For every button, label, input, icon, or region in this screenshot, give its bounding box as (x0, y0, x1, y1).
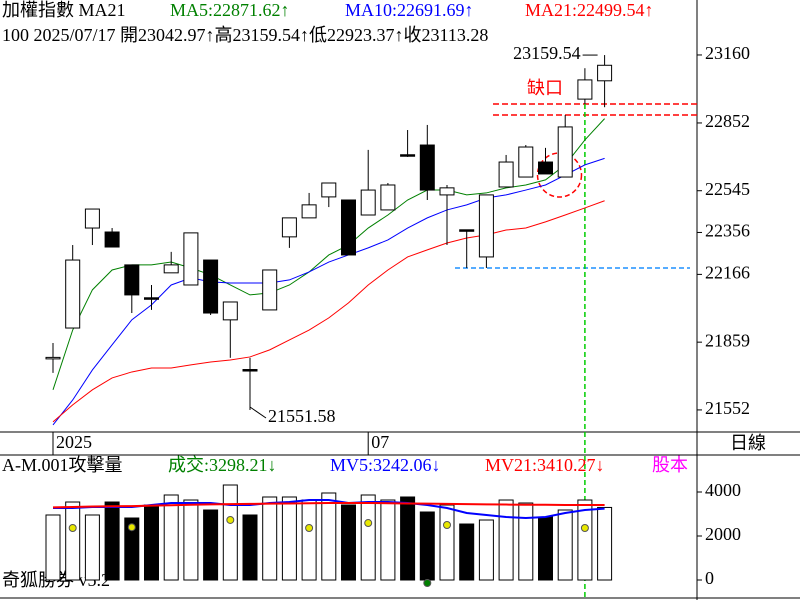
signal-dot (226, 515, 235, 524)
signal-dot (580, 523, 589, 532)
ma-line (52, 157, 605, 426)
candle-body (144, 297, 159, 300)
candle-body (163, 264, 179, 274)
candle-body (301, 204, 317, 219)
volume-bar (65, 501, 81, 581)
candle-body (124, 264, 140, 296)
volume-bar (518, 502, 534, 581)
candle-body (518, 146, 534, 178)
volume-bar (84, 514, 100, 581)
candle-body (65, 259, 81, 329)
ma-line (52, 200, 605, 423)
candle-body (498, 161, 514, 188)
volume-bar (262, 496, 278, 581)
candle-body (262, 269, 278, 311)
legend-entry: 股本 (652, 455, 688, 475)
signal-dot (305, 523, 314, 532)
y-tick-label: 4000 (705, 480, 741, 500)
legend-entry: 成交:3298.21↓ (168, 455, 277, 475)
annotation: 23159.54 (513, 43, 581, 63)
y-tick-label: 0 (705, 568, 714, 588)
volume-bar (124, 517, 140, 581)
candle-body (557, 126, 573, 178)
signal-dot (127, 523, 136, 532)
signal-dot (443, 521, 451, 530)
y-tick-label: 21859 (705, 330, 750, 350)
volume-bar (183, 499, 199, 581)
y-tick-label: 22356 (705, 221, 750, 241)
period-label: 日線 (730, 433, 766, 453)
candle-body (45, 356, 61, 360)
candle-body (459, 229, 475, 232)
subtitle: 100 2025/07/17 開23042.97↑高23159.54↑低2292… (2, 25, 488, 45)
signal-dot (364, 519, 373, 528)
candle-body (281, 217, 297, 238)
legend-entry: 加權指數 MA21 (2, 0, 126, 20)
legend-entry: MA5:22871.62↑ (170, 0, 290, 20)
candle-body (538, 161, 553, 175)
volume-bar (341, 504, 356, 581)
x-tick-label: 07 (371, 432, 389, 452)
volume-bar (557, 509, 573, 581)
candle-body (419, 144, 435, 191)
volume-bar (163, 494, 179, 581)
candle-body (577, 79, 593, 100)
signal-dot (68, 523, 77, 532)
candle-body (84, 208, 100, 229)
volume-bar (281, 496, 297, 581)
signal-dot (423, 578, 432, 587)
candle-body (242, 369, 258, 372)
candle-body (222, 301, 238, 321)
y-tick-label: 21552 (705, 398, 750, 418)
annotation: 21551.58 (268, 406, 336, 426)
volume-bar (360, 494, 376, 581)
volume-bar (45, 514, 61, 581)
candle-body (341, 199, 356, 256)
legend-entry: MV21:3410.27↓ (485, 455, 605, 475)
volume-bar (301, 499, 317, 581)
volume-bar (459, 523, 475, 581)
volume-bar (144, 504, 159, 581)
volume-bar (419, 511, 435, 581)
candle-body (478, 194, 494, 258)
legend-entry: MA10:22691.69↑ (345, 0, 474, 20)
y-tick-label: 2000 (705, 524, 741, 544)
legend-entry: MA21:22499.54↑ (525, 0, 654, 20)
candle-body (380, 184, 396, 211)
candle-body (183, 232, 199, 286)
volume-bar (439, 504, 455, 581)
candle-body (203, 259, 219, 314)
volume-bar (478, 519, 494, 581)
volume-bar (498, 499, 514, 581)
volume-bar (242, 514, 258, 581)
candle-body (360, 189, 376, 216)
volume-bar (400, 496, 416, 581)
annotation-leader (249, 406, 267, 419)
volume-bar (104, 501, 120, 581)
volume-bar (380, 499, 396, 581)
y-tick-label: 23160 (705, 43, 750, 63)
candle-body (439, 187, 455, 196)
volume-bar (538, 516, 553, 581)
candle-body (321, 182, 337, 198)
x-tick-label: 2025 (56, 432, 92, 452)
y-tick-label: 22166 (705, 263, 750, 283)
candle-body (104, 231, 120, 248)
highlight-circle (536, 152, 583, 198)
legend-entry: A-M.001攻擊量 (2, 455, 123, 475)
y-tick-label: 22852 (705, 111, 750, 131)
volume-bar (597, 506, 613, 581)
volume-bar (222, 484, 238, 581)
candle-body (597, 64, 613, 82)
gap-label: 缺口 (527, 78, 563, 98)
volume-bar (321, 492, 337, 581)
legend-entry: MV5:3242.06↓ (330, 455, 441, 475)
y-tick-label: 22545 (705, 179, 750, 199)
mv-line (52, 502, 605, 509)
volume-bar (203, 509, 219, 581)
volume-bar (577, 499, 593, 581)
candle-body (400, 154, 416, 157)
